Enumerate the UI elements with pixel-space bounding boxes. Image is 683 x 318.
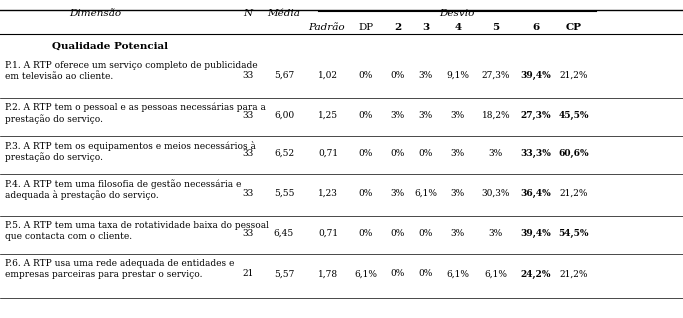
Text: 39,4%: 39,4%: [520, 71, 551, 80]
Text: 21,2%: 21,2%: [560, 189, 588, 197]
Text: 1,02: 1,02: [318, 71, 338, 80]
Text: 21,2%: 21,2%: [560, 71, 588, 80]
Text: 5,57: 5,57: [274, 269, 294, 279]
Text: 1,23: 1,23: [318, 189, 338, 197]
Text: 0%: 0%: [359, 71, 373, 80]
Text: Qualidade Potencial: Qualidade Potencial: [52, 42, 168, 51]
Text: 6,1%: 6,1%: [415, 189, 438, 197]
Text: 0%: 0%: [419, 149, 433, 157]
Text: 3%: 3%: [451, 149, 465, 157]
Text: Média: Média: [268, 10, 301, 18]
Text: 21,2%: 21,2%: [560, 269, 588, 279]
Text: 3%: 3%: [451, 110, 465, 120]
Text: 33: 33: [242, 229, 253, 238]
Text: 36,4%: 36,4%: [520, 189, 551, 197]
Text: 0%: 0%: [359, 110, 373, 120]
Text: 0,71: 0,71: [318, 149, 338, 157]
Text: 3: 3: [423, 23, 430, 31]
Text: adequada à prestação do serviço.: adequada à prestação do serviço.: [5, 190, 158, 200]
Text: 5,55: 5,55: [274, 189, 294, 197]
Text: 0%: 0%: [391, 149, 405, 157]
Text: P.5. A RTP tem uma taxa de rotatividade baixa do pessoal: P.5. A RTP tem uma taxa de rotatividade …: [5, 221, 269, 230]
Text: 0%: 0%: [359, 189, 373, 197]
Text: 6,1%: 6,1%: [447, 269, 469, 279]
Text: 54,5%: 54,5%: [559, 229, 589, 238]
Text: que contacta com o cliente.: que contacta com o cliente.: [5, 232, 132, 241]
Text: 27,3%: 27,3%: [482, 71, 510, 80]
Text: 6,1%: 6,1%: [484, 269, 507, 279]
Text: 21: 21: [242, 269, 253, 279]
Text: 3%: 3%: [489, 229, 503, 238]
Text: 3%: 3%: [489, 149, 503, 157]
Text: 33: 33: [242, 149, 253, 157]
Text: CP: CP: [566, 23, 582, 31]
Text: 18,2%: 18,2%: [482, 110, 510, 120]
Text: P.4. A RTP tem uma filosofia de gestão necessária e: P.4. A RTP tem uma filosofia de gestão n…: [5, 179, 241, 189]
Text: 30,3%: 30,3%: [482, 189, 510, 197]
Text: 33: 33: [242, 189, 253, 197]
Text: 0%: 0%: [419, 269, 433, 279]
Text: 0,71: 0,71: [318, 229, 338, 238]
Text: 5,67: 5,67: [274, 71, 294, 80]
Text: 1,25: 1,25: [318, 110, 338, 120]
Text: Desvio: Desvio: [439, 10, 475, 18]
Text: 3%: 3%: [419, 71, 433, 80]
Text: P.6. A RTP usa uma rede adequada de entidades e: P.6. A RTP usa uma rede adequada de enti…: [5, 259, 234, 268]
Text: 9,1%: 9,1%: [447, 71, 469, 80]
Text: 0%: 0%: [359, 229, 373, 238]
Text: empresas parceiras para prestar o serviço.: empresas parceiras para prestar o serviç…: [5, 270, 202, 279]
Text: 33,3%: 33,3%: [520, 149, 551, 157]
Text: Dimensão: Dimensão: [69, 10, 121, 18]
Text: P.2. A RTP tem o pessoal e as pessoas necessárias para a: P.2. A RTP tem o pessoal e as pessoas ne…: [5, 103, 266, 113]
Text: 6: 6: [532, 23, 540, 31]
Text: P.1. A RTP oferece um serviço completo de publicidade: P.1. A RTP oferece um serviço completo d…: [5, 61, 257, 70]
Text: 39,4%: 39,4%: [520, 229, 551, 238]
Text: DP: DP: [359, 23, 374, 31]
Text: 27,3%: 27,3%: [520, 110, 551, 120]
Text: 24,2%: 24,2%: [520, 269, 551, 279]
Text: 0%: 0%: [419, 229, 433, 238]
Text: Padrão: Padrão: [307, 23, 344, 31]
Text: 45,5%: 45,5%: [559, 110, 589, 120]
Text: P.3. A RTP tem os equipamentos e meios necessários à: P.3. A RTP tem os equipamentos e meios n…: [5, 141, 256, 151]
Text: 3%: 3%: [419, 110, 433, 120]
Text: 0%: 0%: [391, 71, 405, 80]
Text: 3%: 3%: [391, 110, 405, 120]
Text: 6,00: 6,00: [274, 110, 294, 120]
Text: 5: 5: [492, 23, 499, 31]
Text: 0%: 0%: [359, 149, 373, 157]
Text: 3%: 3%: [451, 229, 465, 238]
Text: prestação do serviço.: prestação do serviço.: [5, 152, 103, 162]
Text: 1,78: 1,78: [318, 269, 338, 279]
Text: 33: 33: [242, 110, 253, 120]
Text: prestação do serviço.: prestação do serviço.: [5, 114, 103, 124]
Text: 0%: 0%: [391, 229, 405, 238]
Text: 2: 2: [394, 23, 402, 31]
Text: 0%: 0%: [391, 269, 405, 279]
Text: 6,45: 6,45: [274, 229, 294, 238]
Text: 33: 33: [242, 71, 253, 80]
Text: 3%: 3%: [451, 189, 465, 197]
Text: em televisão ao cliente.: em televisão ao cliente.: [5, 72, 113, 81]
Text: 6,1%: 6,1%: [354, 269, 378, 279]
Text: 3%: 3%: [391, 189, 405, 197]
Text: N: N: [243, 10, 253, 18]
Text: 4: 4: [454, 23, 462, 31]
Text: 6,52: 6,52: [274, 149, 294, 157]
Text: 60,6%: 60,6%: [559, 149, 589, 157]
